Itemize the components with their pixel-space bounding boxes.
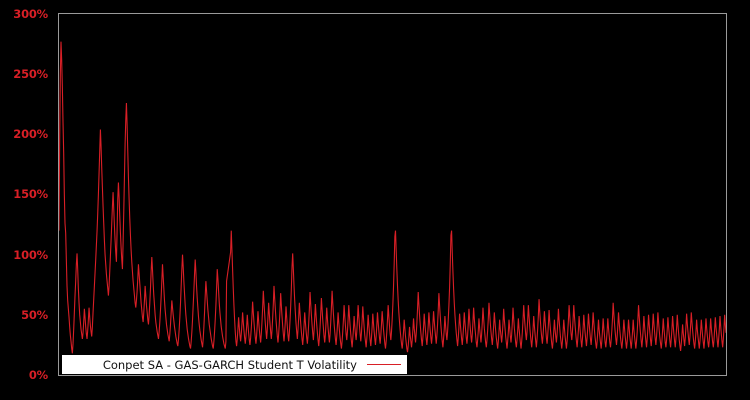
- volatility-line-chart: [59, 14, 726, 375]
- y-tick-label-300: 300%: [13, 7, 48, 21]
- legend-line-sample-icon: [367, 364, 401, 365]
- legend: Conpet SA - GAS-GARCH Student T Volatili…: [62, 355, 407, 374]
- y-tick-label-100: 100%: [13, 248, 48, 262]
- series-line-volatility: [59, 42, 726, 354]
- y-tick-label-0: 0%: [28, 368, 48, 382]
- legend-label-volatility: Conpet SA - GAS-GARCH Student T Volatili…: [102, 357, 357, 372]
- y-tick-label-150: 150%: [13, 187, 48, 201]
- y-tick-label-250: 250%: [13, 67, 48, 81]
- plot-area: [58, 13, 727, 376]
- y-tick-label-200: 200%: [13, 127, 48, 141]
- y-tick-label-50: 50%: [21, 308, 48, 322]
- y-axis: 300% 250% 200% 150% 100% 50% 0%: [0, 0, 58, 400]
